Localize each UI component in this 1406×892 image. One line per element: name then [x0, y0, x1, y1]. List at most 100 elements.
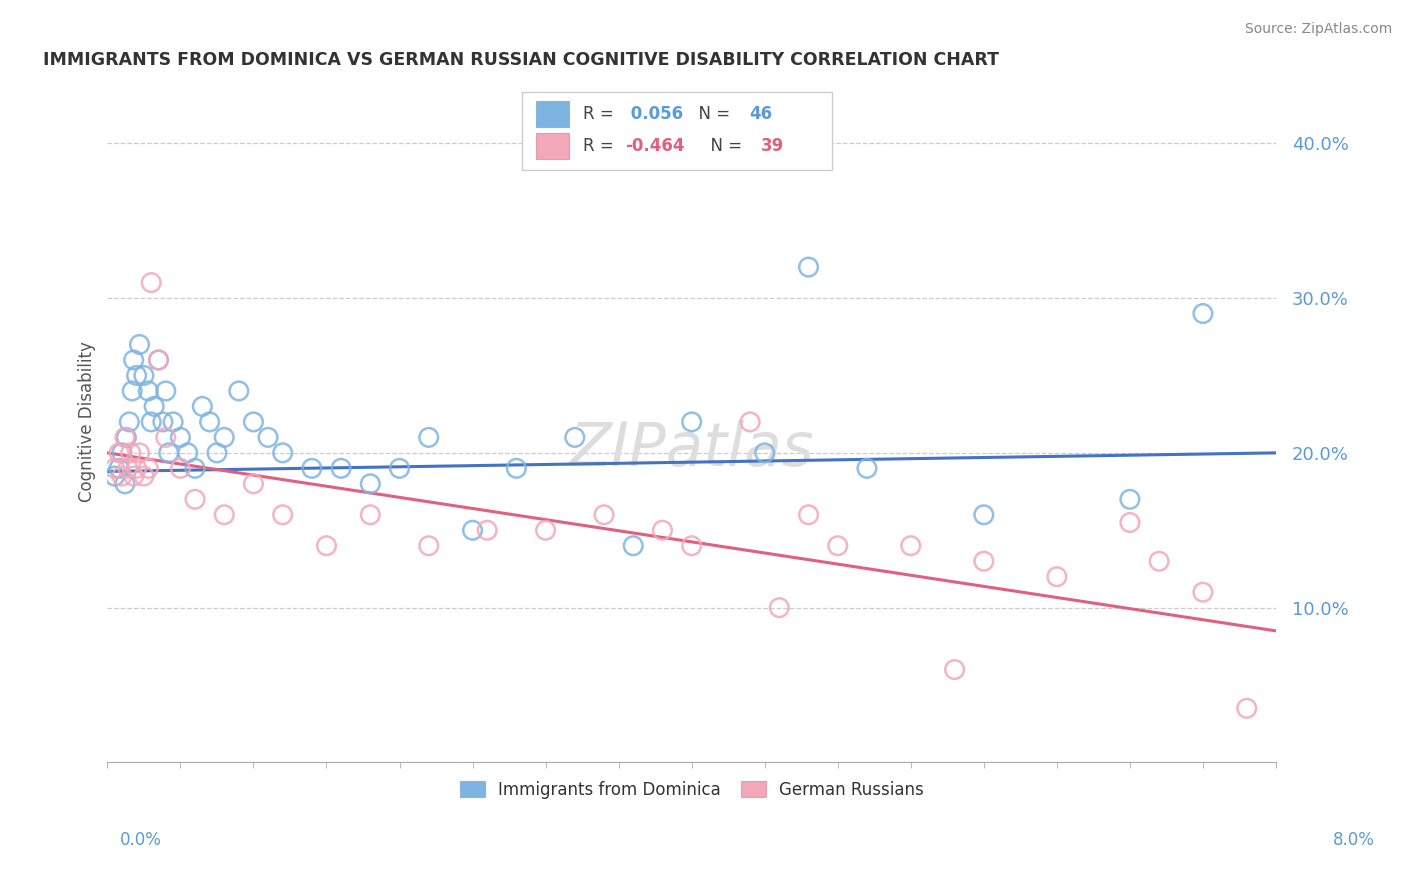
- Point: [122, 353, 145, 368]
- Point: [418, 430, 440, 444]
- Point: [900, 539, 922, 553]
- Point: [120, 446, 142, 460]
- FancyBboxPatch shape: [522, 92, 832, 169]
- Point: [1119, 516, 1142, 530]
- Point: [128, 446, 150, 460]
- Point: [152, 415, 174, 429]
- Point: [212, 430, 235, 444]
- Point: [212, 508, 235, 522]
- Point: [177, 446, 200, 460]
- Point: [132, 469, 155, 483]
- Point: [359, 476, 381, 491]
- Point: [359, 508, 381, 522]
- Legend: Immigrants from Dominica, German Russians: Immigrants from Dominica, German Russian…: [453, 774, 931, 805]
- Point: [1236, 701, 1258, 715]
- Point: [191, 400, 214, 414]
- Point: [257, 430, 280, 444]
- Text: -0.464: -0.464: [626, 137, 685, 155]
- Text: N =: N =: [700, 137, 747, 155]
- Point: [148, 353, 170, 368]
- Point: [856, 461, 879, 475]
- Text: Source: ZipAtlas.com: Source: ZipAtlas.com: [1244, 22, 1392, 37]
- Point: [108, 461, 131, 475]
- Point: [505, 461, 527, 475]
- Point: [205, 446, 228, 460]
- Text: 39: 39: [761, 137, 785, 155]
- Point: [681, 539, 703, 553]
- Point: [1192, 307, 1215, 321]
- Point: [169, 461, 191, 475]
- Point: [157, 446, 180, 460]
- Point: [104, 461, 127, 475]
- Point: [797, 508, 820, 522]
- Point: [108, 446, 131, 460]
- Point: [141, 415, 163, 429]
- Point: [330, 461, 353, 475]
- Point: [388, 461, 411, 475]
- Point: [271, 446, 294, 460]
- Point: [162, 415, 184, 429]
- Point: [122, 469, 145, 483]
- Text: 0.056: 0.056: [626, 105, 683, 123]
- Point: [681, 415, 703, 429]
- Point: [184, 461, 207, 475]
- Point: [1119, 492, 1142, 507]
- Point: [754, 446, 776, 460]
- Point: [125, 368, 148, 383]
- Point: [564, 430, 586, 444]
- Point: [118, 415, 141, 429]
- Point: [128, 337, 150, 351]
- Point: [973, 508, 995, 522]
- Point: [148, 353, 170, 368]
- Point: [121, 384, 143, 398]
- FancyBboxPatch shape: [536, 133, 569, 159]
- Point: [114, 476, 136, 491]
- Text: N =: N =: [688, 105, 735, 123]
- Point: [621, 539, 644, 553]
- Point: [418, 539, 440, 553]
- FancyBboxPatch shape: [536, 101, 569, 127]
- Text: IMMIGRANTS FROM DOMINICA VS GERMAN RUSSIAN COGNITIVE DISABILITY CORRELATION CHAR: IMMIGRANTS FROM DOMINICA VS GERMAN RUSSI…: [44, 51, 1000, 69]
- Point: [184, 492, 207, 507]
- Text: 46: 46: [749, 105, 772, 123]
- Text: R =: R =: [583, 105, 619, 123]
- Point: [114, 430, 136, 444]
- Point: [228, 384, 250, 398]
- Point: [315, 539, 337, 553]
- Point: [136, 461, 159, 475]
- Point: [115, 430, 138, 444]
- Point: [740, 415, 762, 429]
- Text: 8.0%: 8.0%: [1333, 831, 1375, 849]
- Point: [271, 508, 294, 522]
- Point: [169, 430, 191, 444]
- Point: [104, 469, 127, 483]
- Point: [136, 384, 159, 398]
- Y-axis label: Cognitive Disability: Cognitive Disability: [79, 342, 96, 502]
- Point: [593, 508, 616, 522]
- Point: [461, 523, 484, 537]
- Point: [973, 554, 995, 568]
- Point: [111, 469, 134, 483]
- Point: [475, 523, 498, 537]
- Point: [1046, 570, 1069, 584]
- Point: [111, 446, 134, 460]
- Point: [242, 415, 264, 429]
- Point: [132, 368, 155, 383]
- Point: [155, 430, 177, 444]
- Point: [143, 400, 166, 414]
- Point: [198, 415, 221, 429]
- Point: [651, 523, 673, 537]
- Point: [242, 476, 264, 491]
- Point: [1147, 554, 1170, 568]
- Point: [117, 461, 139, 475]
- Point: [141, 276, 163, 290]
- Text: 0.0%: 0.0%: [120, 831, 162, 849]
- Point: [797, 260, 820, 274]
- Point: [301, 461, 323, 475]
- Text: R =: R =: [583, 137, 619, 155]
- Point: [1192, 585, 1215, 599]
- Point: [827, 539, 849, 553]
- Point: [155, 384, 177, 398]
- Point: [534, 523, 557, 537]
- Text: ZIPatlas: ZIPatlas: [569, 419, 814, 479]
